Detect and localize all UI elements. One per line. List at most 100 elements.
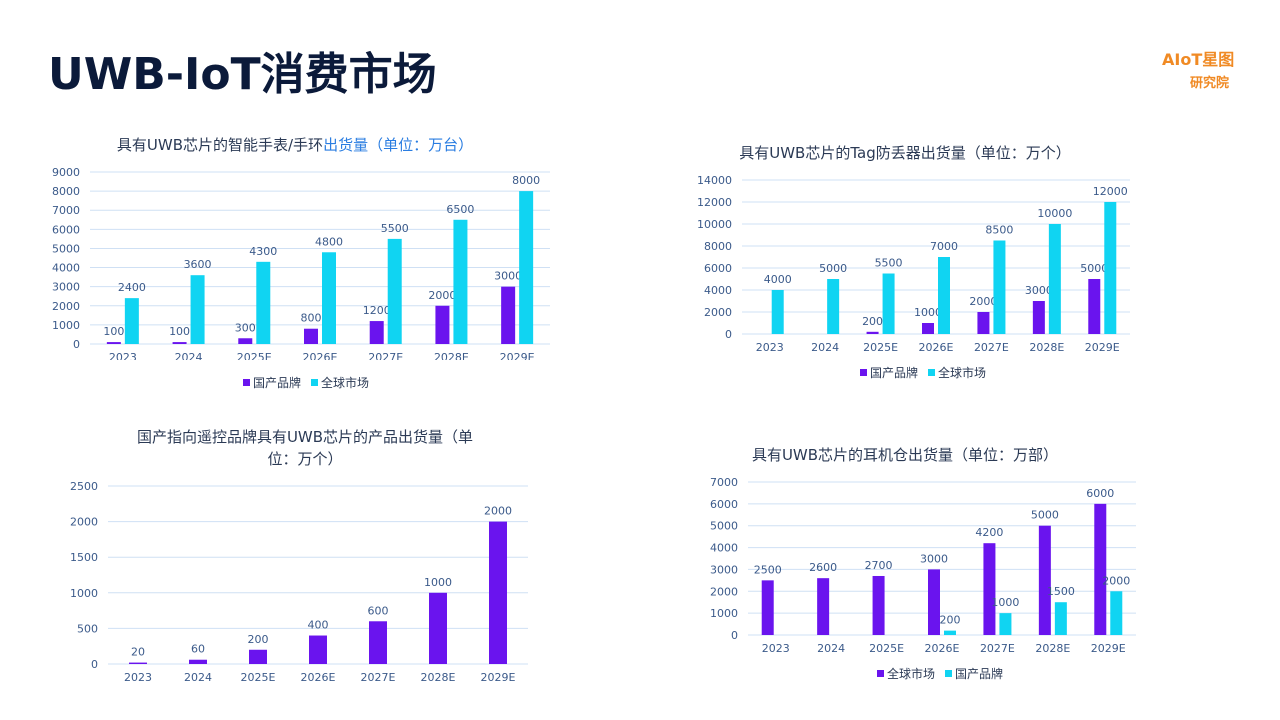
data-label: 3000 — [920, 552, 948, 565]
x-tick-label: 2024 — [184, 671, 212, 684]
chart-watch-title-part2: 出货量（单位：万台） — [323, 136, 474, 154]
bar — [928, 569, 940, 635]
bar — [827, 279, 840, 334]
data-label: 6000 — [1086, 487, 1114, 500]
y-tick-label: 7000 — [52, 204, 80, 217]
data-label: 1000 — [991, 596, 1019, 609]
bar — [519, 191, 534, 344]
x-tick-label: 2025E — [869, 642, 904, 655]
legend-label: 国产品牌 — [955, 667, 1004, 681]
x-tick-label: 2029E — [500, 351, 535, 360]
logo-main-text: AIoT星图 — [1162, 50, 1235, 69]
y-tick-label: 10000 — [697, 218, 732, 231]
y-tick-label: 9000 — [52, 166, 80, 179]
bar — [369, 321, 384, 344]
x-tick-label: 2023 — [762, 642, 790, 655]
x-tick-label: 2027E — [974, 341, 1009, 354]
data-label: 60 — [191, 643, 205, 656]
chart-tag-panel: 具有UWB芯片的Tag防丢器出货量（单位：万个） — [690, 140, 1140, 170]
bar — [977, 312, 990, 334]
bar — [1054, 602, 1067, 635]
y-tick-label: 6000 — [704, 262, 732, 275]
data-label: 400 — [308, 619, 329, 632]
x-tick-label: 2029E — [1085, 341, 1120, 354]
chart-earbud-panel: 具有UWB芯片的耳机仓出货量（单位：万部） — [690, 442, 1140, 472]
data-label: 3600 — [184, 258, 212, 271]
legend-item: 全球市场 — [877, 665, 935, 682]
brand-logo: AIoT星图 研究院 — [1158, 44, 1258, 94]
bar — [1088, 279, 1101, 334]
chart-remote-panel: 国产指向遥控品牌具有UWB芯片的产品出货量（单 位：万个） — [90, 424, 520, 474]
data-label: 2500 — [754, 563, 782, 576]
y-tick-label: 4000 — [710, 542, 738, 555]
y-tick-label: 3000 — [710, 563, 738, 576]
x-tick-label: 2023 — [124, 671, 152, 684]
page-title: UWB-IoT消费市场 — [48, 49, 437, 100]
chart-remote-title-line2: 位：万个） — [267, 450, 343, 468]
bar — [501, 286, 516, 344]
legend-item: 国产品牌 — [945, 665, 1003, 682]
y-tick-label: 2000 — [70, 516, 98, 529]
legend-label: 全球市场 — [321, 376, 370, 390]
x-tick-label: 2029E — [481, 671, 516, 684]
y-tick-label: 6000 — [710, 498, 738, 511]
x-tick-label: 2026E — [303, 351, 338, 360]
y-tick-label: 7000 — [710, 476, 738, 489]
data-label: 600 — [368, 604, 389, 617]
bar — [993, 240, 1006, 334]
bar — [817, 578, 830, 635]
data-label: 5000 — [1080, 262, 1108, 275]
y-tick-label: 1000 — [710, 607, 738, 620]
y-tick-label: 8000 — [704, 240, 732, 253]
y-tick-label: 5000 — [52, 242, 80, 255]
legend-label: 国产品牌 — [870, 366, 919, 380]
y-tick-label: 2500 — [70, 480, 98, 493]
data-label: 800 — [301, 312, 322, 325]
data-label: 5000 — [1031, 509, 1059, 522]
bar — [944, 630, 956, 635]
bar — [1032, 301, 1045, 334]
legend-item: 全球市场 — [928, 364, 986, 381]
chart-watch-title: 具有UWB芯片的智能手表/手环出货量（单位：万台） — [20, 134, 570, 156]
x-tick-label: 2027E — [980, 642, 1015, 655]
y-tick-label: 1500 — [70, 551, 98, 564]
bar — [322, 252, 336, 344]
bar — [453, 219, 468, 344]
bar — [172, 342, 187, 344]
x-tick-label: 2028E — [1035, 642, 1070, 655]
data-label: 1000 — [914, 306, 942, 319]
legend-item: 国产品牌 — [243, 374, 301, 391]
x-tick-label: 2026E — [301, 671, 336, 684]
legend-item: 国产品牌 — [860, 364, 918, 381]
x-tick-label: 2026E — [919, 341, 954, 354]
data-label: 4800 — [315, 235, 343, 248]
data-label: 2600 — [809, 561, 837, 574]
y-tick-label: 4000 — [704, 284, 732, 297]
y-tick-label: 2000 — [710, 585, 738, 598]
data-label: 3000 — [494, 270, 522, 283]
chart-earbud-title: 具有UWB芯片的耳机仓出货量（单位：万部） — [670, 444, 1140, 466]
data-label: 4000 — [764, 273, 792, 286]
x-tick-label: 2025E — [241, 671, 276, 684]
legend-label: 全球市场 — [938, 366, 987, 380]
data-label: 6500 — [446, 203, 474, 216]
y-tick-label: 6000 — [52, 223, 80, 236]
chart-tag-svg: 0 2000 4000 6000 8000 10000 12000 14000 2023 4000… — [697, 174, 1130, 354]
chart-watch-svg: 0 1000 2000 3000 4000 5000 6000 7000 8000 9000 202… — [52, 166, 550, 360]
x-tick-label: 2024 — [811, 341, 839, 354]
data-label: 8000 — [512, 174, 540, 187]
x-tick-label: 2024 — [817, 642, 845, 655]
y-tick-label: 2000 — [704, 306, 732, 319]
data-label: 8500 — [985, 224, 1013, 237]
bar — [189, 659, 207, 664]
y-tick-label: 1000 — [70, 587, 98, 600]
bar — [129, 662, 147, 664]
data-label: 4300 — [249, 245, 277, 258]
y-tick-label: 0 — [725, 328, 732, 341]
bar — [1048, 224, 1061, 334]
data-label: 1000 — [424, 576, 452, 589]
data-label: 2700 — [865, 559, 893, 572]
bar — [1038, 525, 1051, 635]
data-label: 200 — [940, 614, 961, 627]
legend-item: 全球市场 — [311, 374, 369, 391]
